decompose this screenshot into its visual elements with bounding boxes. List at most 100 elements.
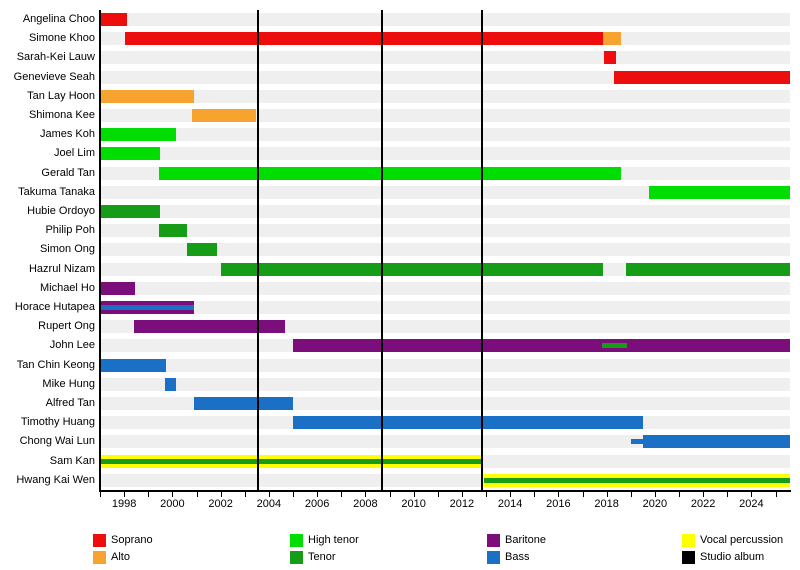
axis-tick [630,492,632,497]
axis-tick [558,492,560,497]
row-track [100,301,790,314]
axis-tick [220,492,222,497]
member-label: Genevieve Seah [13,70,95,83]
axis-tick [413,492,415,497]
legend-label-vocal_percussion: Vocal percussion [700,534,784,546]
tenure-bar-alto [100,89,195,103]
axis-tick [389,492,391,497]
legend-swatch-studio_album [682,551,695,564]
legend-swatch-tenor [290,551,303,564]
member-label: Sarah-Kei Lauw [16,51,95,64]
tenure-bar-baritone [100,281,135,295]
axis-tick [341,492,343,497]
row-track [100,358,790,372]
tenure-bar-alto [191,109,256,122]
studio-album-line [257,10,260,490]
axis-tick [727,492,729,497]
member-label: Angelina Choo [22,13,95,25]
axis-tick [293,492,294,497]
member-label: Hazrul Nizam [28,262,95,275]
tenure-bar-bass [100,358,167,372]
legend-label-tenor: Tenor [308,551,336,563]
legend-label-bass: Bass [505,551,530,563]
row-track [100,224,790,238]
member-label: Joel Lim [54,147,95,160]
axis-tick [510,492,512,497]
axis-tick [582,492,584,497]
member-label: Hwang Kai Wen [16,473,95,486]
axis-tick [606,492,608,497]
axis-tick [703,492,705,497]
tenure-bar-bass [630,439,643,445]
row-track [100,281,790,295]
tenure-bar-bass [194,397,293,410]
legend-swatch-high_tenor [290,534,303,547]
axis-tick [244,492,246,497]
tenure-bar-soprano [125,32,604,46]
member-label: James Koh [39,128,95,141]
row-track [100,109,790,122]
row-track [100,128,790,142]
member-label: John Lee [49,339,95,352]
axis-year-label: 2004 [256,498,282,510]
axis-tick [148,492,150,497]
axis-year-label: 2010 [401,498,426,510]
legend-label-baritone: Baritone [505,534,546,546]
axis-tick [534,492,536,497]
tenure-bar-soprano [613,70,790,84]
axis-year-label: 2014 [497,498,523,510]
tenure-bar-high_tenor [100,128,176,142]
tenure-bar-baritone [133,320,285,334]
member-label: Michael Ho [39,281,95,294]
tenure-bar-tenor [625,262,790,276]
tenure-bar-baritone [293,339,790,353]
axis-year-label: 2022 [690,498,716,510]
legend-label-high_tenor: High tenor [308,534,359,546]
member-label: Simon Ong [39,243,95,256]
axis-tick [172,492,174,497]
legend-swatch-bass [487,551,500,564]
axis-year-label: 2006 [304,498,330,510]
legend-swatch-soprano [93,534,106,547]
member-label: Timothy Huang [20,416,95,429]
tenure-bar-high_tenor [648,185,790,199]
tenure-bar-bass [293,416,643,430]
axis-year-label: 2024 [739,498,764,510]
member-label: Chong Wai Lun [19,435,95,448]
row-track [100,243,790,257]
studio-album-line [381,10,384,490]
axis-tick [196,492,198,497]
tenure-bar-high_tenor [159,166,622,180]
row-track [100,89,790,103]
member-label: Shimona Kee [28,109,95,121]
row-track [100,51,790,65]
axis-year-label: 2000 [160,498,185,510]
legend-label-studio_album: Studio album [700,551,765,563]
tenure-bar-tenor [220,262,604,276]
member-label: Gerald Tan [41,166,95,179]
axis-year-label: 2002 [208,498,233,510]
axis-year-label: 2016 [546,498,571,510]
axis-tick [679,492,681,497]
legend-swatch-baritone [487,534,500,547]
axis-year-label: 2020 [642,498,668,510]
member-label: Alfred Tan [45,397,95,409]
legend-swatch-vocal_percussion [682,534,695,547]
member-label: Tan Lay Hoon [27,89,95,102]
tenure-bar-tenor [483,477,790,483]
member-label: Rupert Ong [38,320,95,333]
tenure-bar-tenor [100,458,483,464]
legend-label-soprano: Soprano [111,534,153,546]
axis-tick [486,492,487,497]
row-track [100,377,790,391]
member-label: Sam Kan [49,454,95,467]
y-axis-line [99,10,101,492]
legend-swatch-alto [93,551,106,564]
axis-tick [654,492,656,497]
axis-tick [100,492,101,497]
tenure-bar-soprano [100,13,127,26]
member-label: Horace Hutapea [14,301,95,313]
tenure-bar-soprano [604,51,617,65]
row-track [100,147,790,161]
